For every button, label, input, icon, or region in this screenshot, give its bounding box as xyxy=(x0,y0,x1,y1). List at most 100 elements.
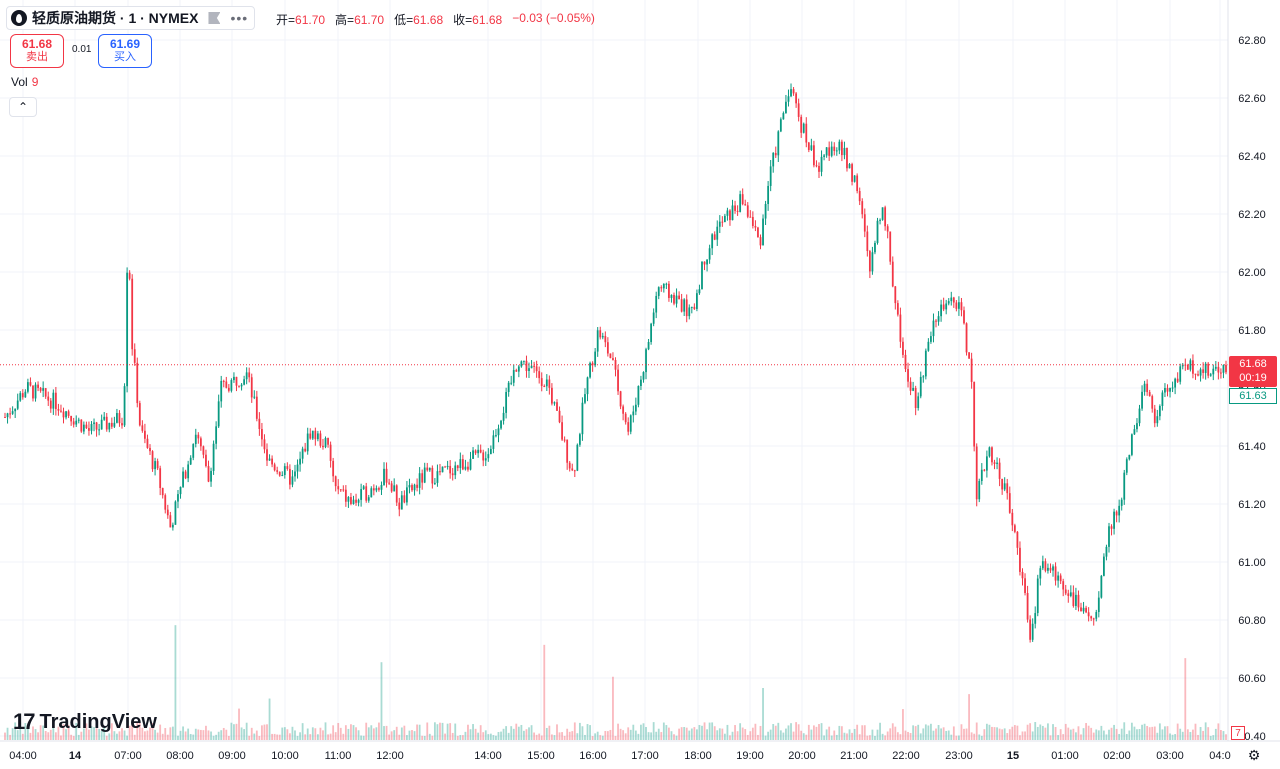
symbol-header[interactable]: 轻质原油期货 · 1 · NYMEX ••• xyxy=(6,6,256,30)
candle-body xyxy=(362,486,365,490)
volume-bar xyxy=(44,730,47,740)
volume-bar xyxy=(1181,731,1184,740)
volume-bar xyxy=(65,729,67,740)
volume-bar xyxy=(1148,727,1151,740)
candle-body xyxy=(617,369,619,392)
volume-bar xyxy=(497,732,500,740)
volume-legend[interactable]: Vol 9 xyxy=(11,75,38,89)
candle-body xyxy=(248,372,251,378)
candle-body xyxy=(927,341,930,351)
candle-body xyxy=(708,248,711,260)
volume-bar xyxy=(764,735,767,740)
candle-body xyxy=(47,396,50,401)
flag-icon[interactable] xyxy=(208,12,221,24)
candle-body xyxy=(192,444,195,458)
candle-body xyxy=(813,145,815,166)
candle-body xyxy=(1029,619,1032,640)
volume-bar xyxy=(632,724,635,740)
volume-bar xyxy=(1161,729,1164,740)
volume-bar xyxy=(563,735,566,740)
candle-body xyxy=(133,349,136,363)
candle-body xyxy=(1016,531,1019,548)
candle-body xyxy=(693,306,696,309)
candle-body xyxy=(830,146,833,156)
candle-body xyxy=(477,449,480,454)
volume-bar xyxy=(523,730,525,740)
candle-body xyxy=(98,429,101,431)
candle-body xyxy=(37,384,39,388)
volume-bar xyxy=(810,729,813,740)
volume-bar xyxy=(1008,729,1011,740)
candle-body xyxy=(1212,368,1215,375)
candle-body xyxy=(917,396,920,409)
volume-bar xyxy=(324,722,327,740)
symbol-name[interactable]: 轻质原油期货 · 1 · NYMEX xyxy=(32,10,199,26)
candle-body xyxy=(80,419,83,432)
candle-body xyxy=(439,471,441,473)
volume-bar xyxy=(614,735,617,740)
candle-body xyxy=(1110,526,1113,529)
candle-body xyxy=(573,470,576,472)
candle-body xyxy=(540,378,543,386)
volume-bar xyxy=(889,728,892,740)
candle-body xyxy=(1174,378,1177,388)
candle-body xyxy=(367,497,370,501)
candle-body xyxy=(400,495,403,510)
volume-bar xyxy=(54,732,57,740)
candle-body xyxy=(1006,483,1009,494)
candle-body xyxy=(930,336,932,342)
volume-bar xyxy=(423,735,426,740)
volume-bar xyxy=(1186,729,1189,740)
candle-body xyxy=(881,207,884,220)
volume-bar xyxy=(62,724,65,740)
candle-body xyxy=(121,423,123,426)
candle-body xyxy=(413,484,416,491)
ohlc-open: 开=61.70 xyxy=(276,13,326,27)
volume-bar xyxy=(736,731,739,740)
sell-label: 卖出 xyxy=(26,51,48,63)
candle-body xyxy=(637,386,640,405)
candle-body xyxy=(1039,568,1042,579)
candle-body xyxy=(576,444,579,471)
volume-bar xyxy=(82,728,85,740)
candle-body xyxy=(767,185,770,205)
volume-bar xyxy=(838,725,841,740)
volume-bars xyxy=(4,625,1227,740)
candle-body xyxy=(220,380,223,402)
volume-bar xyxy=(1133,726,1136,740)
candle-body xyxy=(960,302,963,311)
candle-body xyxy=(324,438,327,448)
volume-bar xyxy=(1220,730,1222,740)
volume-bar xyxy=(731,731,734,740)
tradingview-logo-icon: 17 xyxy=(13,709,36,734)
volume-bar xyxy=(673,734,675,740)
volume-bar xyxy=(220,730,223,740)
candle-body xyxy=(683,299,686,312)
candle-body xyxy=(113,422,116,427)
volume-bar xyxy=(1225,734,1227,740)
volume-bar xyxy=(947,730,950,740)
volume-bar xyxy=(1113,724,1115,740)
volume-bar xyxy=(268,698,271,740)
volume-bar xyxy=(985,723,988,740)
sell-button[interactable]: 61.68 卖出 xyxy=(10,34,64,68)
candle-body xyxy=(423,467,426,483)
x-tick-label: 04:00 xyxy=(9,750,37,762)
candle-body xyxy=(716,226,719,240)
candle-body xyxy=(169,515,172,528)
y-tick-label: 61.00 xyxy=(1238,557,1266,569)
candle-body xyxy=(296,464,299,472)
settings-icon[interactable]: ⚙ xyxy=(1247,747,1261,763)
volume-bar xyxy=(327,734,329,740)
volume-bar xyxy=(1080,734,1082,740)
volume-bar xyxy=(558,732,561,740)
volume-bar xyxy=(894,726,897,740)
volume-bar xyxy=(245,722,248,740)
more-icon[interactable]: ••• xyxy=(230,10,249,26)
candle-body xyxy=(26,382,29,392)
buy-button[interactable]: 61.69 买入 xyxy=(98,34,152,68)
collapse-legend-button[interactable]: ⌃ xyxy=(9,97,37,117)
volume-bar xyxy=(617,723,619,740)
candle-body xyxy=(876,220,879,243)
